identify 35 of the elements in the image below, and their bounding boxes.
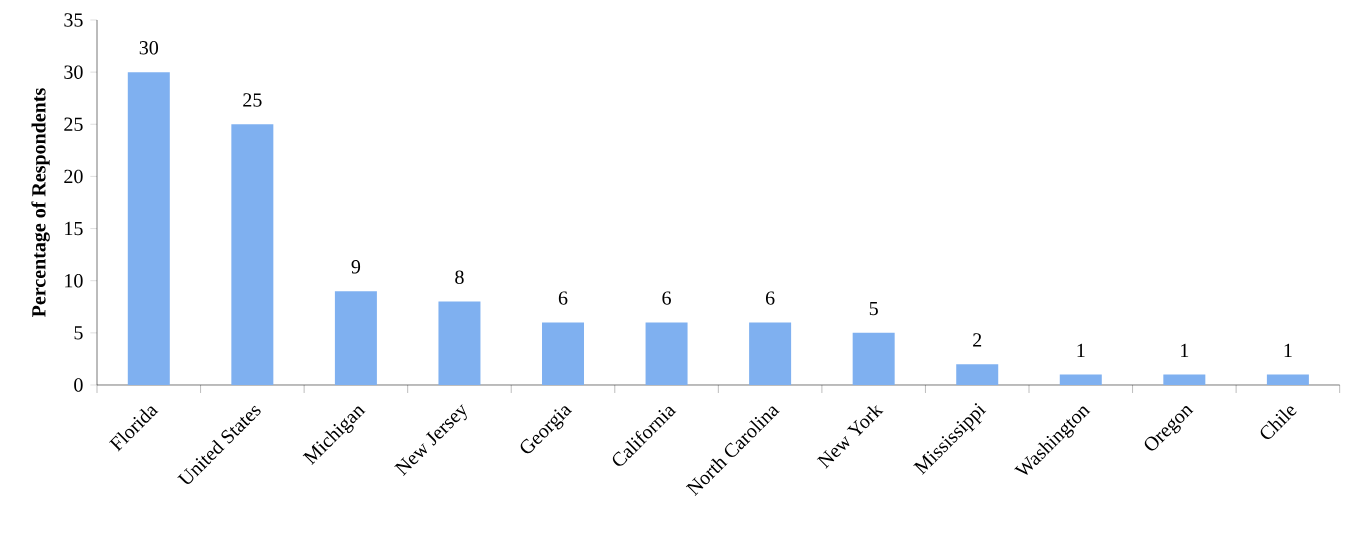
bar — [1059, 374, 1102, 385]
data-label: 2 — [973, 333, 982, 347]
x-tick-label: New York — [816, 405, 884, 469]
y-tick-label: 25 — [64, 117, 83, 131]
y-tick-label: 20 — [64, 169, 83, 184]
y-tick-label: 5 — [74, 326, 83, 340]
data-label: 8 — [455, 270, 464, 284]
y-tick-label: 15 — [65, 221, 83, 236]
y-tick-label: 10 — [65, 273, 83, 288]
data-label: 6 — [662, 291, 671, 305]
bar — [1163, 374, 1206, 385]
bar — [749, 322, 792, 385]
y-tick-label: 35 — [64, 13, 83, 27]
data-label: 6 — [558, 291, 568, 305]
bar — [127, 72, 170, 385]
data-label: 30 — [139, 41, 159, 55]
data-label: 9 — [351, 260, 361, 274]
bar — [231, 124, 274, 385]
data-label: 1 — [1284, 343, 1292, 357]
y-tick-label: 30 — [64, 65, 83, 79]
bar — [645, 322, 688, 385]
data-label: 6 — [765, 291, 775, 305]
data-label: 25 — [243, 93, 262, 107]
y-tick-label: 0 — [74, 378, 83, 392]
data-label: 5 — [869, 301, 878, 316]
data-label: 1 — [1181, 343, 1189, 357]
data-label: 1 — [1077, 343, 1085, 357]
bar — [438, 301, 481, 385]
bar — [956, 364, 999, 385]
bar — [542, 322, 585, 385]
x-tick-label: Chile — [1260, 406, 1297, 439]
bar — [1266, 374, 1309, 385]
y-axis-title: Percentage of Respondents — [31, 88, 50, 317]
bar — [334, 291, 377, 385]
bar — [852, 332, 895, 385]
